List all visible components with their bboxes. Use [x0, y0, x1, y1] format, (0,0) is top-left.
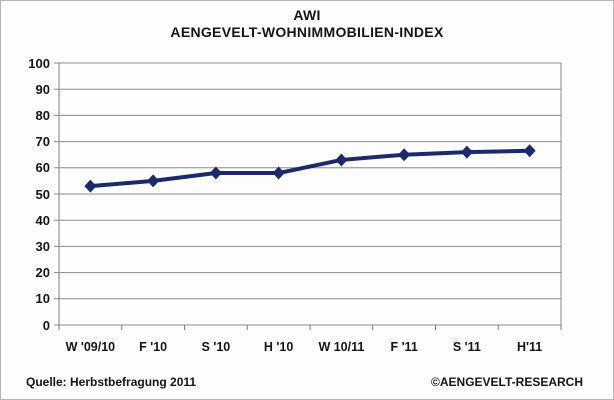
data-point-marker [335, 153, 348, 167]
y-axis-tick-label: 50 [35, 186, 50, 202]
data-point-marker [209, 166, 222, 180]
y-axis-tick-label: 60 [35, 160, 50, 176]
source-note: Quelle: Herbstbefragung 2011 [26, 375, 197, 389]
y-axis-tick-label: 20 [35, 265, 50, 281]
data-point-marker [523, 144, 536, 158]
data-series-line [88, 148, 532, 189]
x-axis-tick-label: F '10 [139, 340, 168, 354]
data-point-marker [272, 166, 285, 180]
x-axis-tick-label: S '11 [452, 340, 481, 354]
y-axis-tick-label: 80 [35, 107, 50, 123]
y-axis-tick-label: 30 [35, 238, 50, 254]
y-axis-tick-label: 90 [35, 81, 50, 97]
copyright-note: ©AENGEVELT-RESEARCH [431, 375, 583, 389]
chart-title: AWI AENGEVELT-WOHNIMMOBILIEN-INDEX [1, 7, 613, 41]
y-axis-tick-label: 40 [35, 212, 50, 228]
data-point-marker [398, 148, 411, 162]
x-axis-tick-label: H '10 [263, 340, 294, 354]
x-axis-tick-label: F '11 [390, 340, 418, 354]
x-axis-tick-label: W 10/11 [318, 340, 365, 354]
chart-title-line1: AWI [293, 7, 321, 23]
chart-title-line2: AENGEVELT-WOHNIMMOBILIEN-INDEX [170, 24, 444, 40]
y-axis-tick-label: 10 [35, 291, 50, 307]
data-point-marker [84, 179, 97, 193]
x-axis-tick-label: H'11 [517, 340, 543, 354]
data-point-marker [460, 145, 473, 159]
y-axis-tick-label: 100 [28, 55, 50, 71]
y-axis-tick-label: 0 [42, 317, 50, 333]
x-axis-tick-label: S '10 [201, 340, 231, 354]
data-point-marker [147, 174, 160, 188]
y-axis-tick-label: 70 [35, 134, 50, 150]
x-axis-tick-label: W '09/10 [65, 340, 116, 354]
